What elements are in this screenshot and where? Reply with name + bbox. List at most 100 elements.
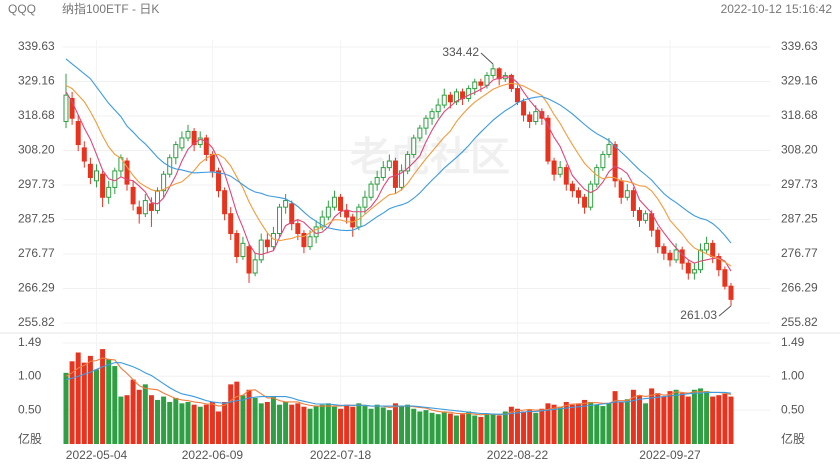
volume-bar [478, 416, 484, 444]
candle-body [496, 68, 502, 80]
volume-bar [643, 403, 649, 444]
candle-body [655, 229, 661, 248]
volume-bar [155, 399, 161, 444]
volume-bar [399, 406, 405, 444]
volume-bar [594, 404, 600, 444]
candle-body [575, 190, 581, 198]
candle-body [338, 196, 344, 211]
volume-bar [368, 408, 374, 444]
volume-bar [472, 415, 478, 444]
volume-bar [118, 396, 124, 444]
candle-body [472, 81, 478, 90]
candle-body [441, 94, 447, 106]
candle-body [527, 114, 533, 123]
candle-body [94, 170, 100, 182]
volume-bar [148, 395, 154, 444]
candle-body [142, 200, 148, 215]
volume-bar [655, 393, 661, 444]
y-tick-label-right: 318.68 [781, 108, 818, 122]
volume-bar [606, 403, 612, 444]
candle-body [679, 249, 685, 264]
candle-body [374, 177, 380, 185]
volume-bar [453, 415, 459, 444]
volume-bar [569, 404, 575, 444]
volume-bar [710, 396, 716, 444]
instrument-name: 纳指100ETF - 日K [62, 1, 159, 16]
candle-body [466, 88, 472, 99]
candle-body [228, 213, 234, 234]
volume-bar [106, 359, 112, 444]
x-tick-label: 2022-06-09 [182, 448, 244, 462]
candle-body [716, 256, 722, 271]
candle-body [411, 137, 417, 155]
candle-body [252, 259, 258, 274]
volume-bar [301, 406, 307, 444]
candle-body [618, 180, 624, 198]
volume-bar [460, 414, 466, 444]
volume-bar [197, 406, 203, 444]
moving-average-line [65, 58, 732, 244]
volume-bar [417, 411, 423, 444]
candle-body [173, 144, 179, 159]
volume-bar [447, 413, 453, 444]
volume-bar [81, 362, 87, 444]
volume-bar [325, 403, 331, 444]
volume-bar [69, 361, 75, 444]
volume-bar [307, 408, 313, 444]
candle-body [240, 242, 246, 258]
candle-body [100, 173, 106, 198]
volume-bar [75, 352, 81, 444]
volume-average-line [65, 362, 732, 415]
candle-body [533, 111, 539, 123]
candle-body [588, 183, 594, 208]
volume-bar [411, 408, 417, 444]
volume-bar [222, 401, 228, 444]
volume-bar [203, 404, 209, 444]
candle-body [197, 137, 203, 146]
volume-unit: 亿股 [18, 431, 42, 446]
volume-bar [716, 395, 722, 444]
candle-body [435, 104, 441, 113]
candle-body [81, 147, 87, 162]
y-tick-label-right: 297.73 [781, 177, 818, 191]
candle-body [246, 246, 252, 274]
candle-body [514, 88, 520, 103]
y-tick-label-right: 276.77 [781, 246, 818, 260]
moving-average-line [65, 76, 732, 272]
y-tick-label: 255.82 [18, 315, 55, 329]
candle-body [87, 163, 93, 179]
candle-body [295, 223, 301, 234]
candle-body [722, 269, 728, 287]
candle-body [557, 167, 563, 175]
volume-bar [350, 406, 356, 444]
min-label: 261.03 [680, 308, 717, 322]
volume-bar [142, 384, 148, 444]
volume-bar [167, 401, 173, 444]
volume-bar [295, 403, 301, 444]
candle-body [63, 94, 69, 123]
y-tick-label-right: 255.82 [781, 315, 818, 329]
volume-bar [258, 403, 264, 444]
volume-bar [697, 388, 703, 444]
min-leader [718, 305, 732, 317]
candle-body [283, 200, 289, 208]
volume-bar [362, 406, 368, 444]
volume-bar [551, 404, 557, 444]
y-tick-label-right: 287.25 [781, 212, 818, 226]
y2-tick-label-right: 1.00 [781, 368, 805, 382]
volume-bar [130, 379, 136, 444]
volume-bar [557, 406, 563, 444]
volume-bar [484, 414, 490, 444]
volume-bar [600, 406, 606, 444]
volume-bar [374, 404, 380, 444]
candle-body [551, 160, 557, 175]
volume-bar [179, 403, 185, 444]
candle-body [600, 153, 606, 169]
candle-body [203, 137, 209, 155]
candle-body [484, 74, 490, 86]
volume-bar [405, 404, 411, 444]
y-tick-label-right: 308.20 [781, 143, 818, 157]
volume-bar [624, 399, 630, 444]
candle-body [222, 190, 228, 215]
candle-body [344, 209, 350, 218]
